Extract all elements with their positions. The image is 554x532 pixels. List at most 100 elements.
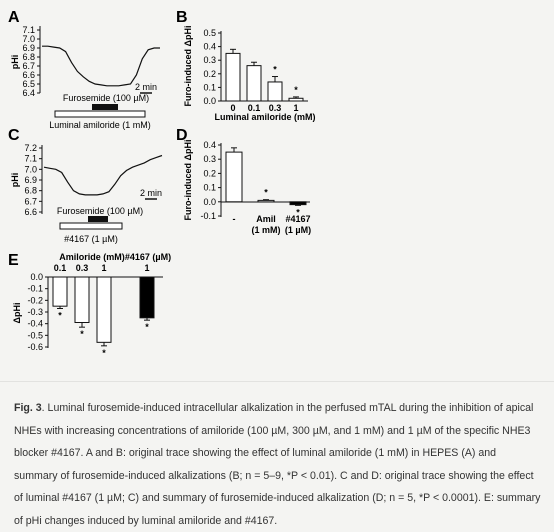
- panel-b-bar: [267, 81, 283, 102]
- panel-e-y-tick-label: -0.3: [27, 307, 43, 317]
- panel-b-ylabel: Furo-induced ΔpHi: [183, 26, 193, 107]
- panel-e-bar: [74, 276, 90, 323]
- panel-e-bar: [96, 276, 112, 343]
- panel-e-category-label: 0.3: [76, 263, 89, 273]
- panel-letter-c: C: [8, 127, 20, 144]
- panel-b-bar: [288, 97, 304, 102]
- panel-e-significance-mark: *: [102, 348, 106, 358]
- panel-d-bar: [257, 199, 275, 203]
- panel-c-lumen-label: #4167 (1 µM): [64, 234, 118, 244]
- panel-e-bar: [139, 276, 155, 319]
- panel-e-category-label: 1: [101, 263, 106, 273]
- panel-d-category-label: #4167: [285, 214, 310, 224]
- panel-d-y-tick-label: -0.1: [200, 211, 216, 221]
- panel-e-category-label: 1: [144, 263, 149, 273]
- panel-e-significance-mark: *: [145, 322, 149, 332]
- panel-c-y-tick-label: 7.0: [24, 164, 37, 174]
- panel-c-y-tick-label: 6.7: [24, 196, 37, 206]
- panel-a-y-tick-label: 7.1: [22, 25, 35, 35]
- panel-a-y-tick-label: 6.6: [22, 70, 35, 80]
- panel-e-y-tick-label: 0.0: [30, 272, 43, 282]
- panel-d-bar-chart: Furo-induced ΔpHi 0.4 0.3 0.2 0.1 0.0 -0.1 - *…: [183, 140, 311, 235]
- panel-a-y-tick-label: 7.0: [22, 34, 35, 44]
- panel-e-ylabel: ΔpHi: [12, 303, 22, 324]
- panel-b-category-label: 1: [293, 103, 298, 113]
- panel-c-y-tick-label: 6.6: [24, 207, 37, 217]
- panel-c-4167-bar: [59, 222, 123, 230]
- panel-d-y-tick-label: 0.3: [203, 154, 216, 164]
- panel-e-y-tick-label: -0.2: [27, 295, 43, 305]
- panel-d-category-label: Amil: [256, 214, 276, 224]
- panel-b-y-tick-label: 0.4: [203, 42, 216, 52]
- panel-b-category-label: 0: [230, 103, 235, 113]
- figure-caption: Fig. 3. Luminal furosemide-induced intra…: [14, 397, 542, 532]
- panel-a-drug-label: Furosemide (100 µM): [63, 93, 149, 103]
- panel-e-amiloride-header: Amiloride (mM): [59, 252, 125, 262]
- panel-a-scale-label: 2 min: [135, 82, 157, 92]
- panel-e-significance-mark: *: [58, 311, 62, 321]
- panel-letter-d: D: [176, 127, 188, 144]
- panel-c-y-tick-label: 6.8: [24, 186, 37, 196]
- panel-e-significance-mark: *: [80, 329, 84, 339]
- panel-a-y-tick-label: 6.5: [22, 79, 35, 89]
- panel-b-y-tick-label: 0.2: [203, 69, 216, 79]
- panel-d-y-tick-label: 0.4: [203, 140, 216, 150]
- panel-e-y-tick-label: -0.1: [27, 284, 43, 294]
- panel-e-category-label: 0.1: [54, 263, 67, 273]
- panel-a-y-tick-label: 6.8: [22, 52, 35, 62]
- panel-d-y-tick-label: 0.0: [203, 197, 216, 207]
- panel-b-significance-mark: *: [294, 85, 298, 95]
- panel-e-y-tick-label: -0.4: [27, 319, 43, 329]
- figure-3: A B C D E pHi 7.17.06.96.86.76.66.56.4 2…: [8, 9, 316, 358]
- panel-c-y-tick-label: 7.2: [24, 143, 37, 153]
- panel-a-furosemide-bar: [92, 104, 118, 110]
- panel-c-furosemide-bar: [88, 216, 108, 222]
- panel-d-category-label: -: [233, 214, 236, 224]
- panel-b-bar: [225, 52, 241, 102]
- panel-c-ylabel: pHi: [10, 173, 20, 188]
- panel-d-category-label: (1 mM): [252, 225, 281, 235]
- panel-d-y-tick-label: 0.2: [203, 168, 216, 178]
- panel-a-amiloride-bar: [54, 110, 146, 118]
- panel-a-y-tick-label: 6.7: [22, 61, 35, 71]
- panel-c-y-tick-label: 7.1: [24, 154, 37, 164]
- panel-c-ph-trace: [43, 154, 163, 196]
- panel-d-bar: [289, 201, 307, 206]
- panel-c-y-tick-label: 6.9: [24, 175, 37, 185]
- panel-b-y-tick-label: 0.0: [203, 96, 216, 106]
- panel-d-significance-mark: *: [264, 188, 268, 198]
- panel-a-lumen-label: Luminal amiloride (1 mM): [49, 120, 151, 130]
- panel-c-drug-label: Furosemide (100 µM): [57, 206, 143, 216]
- panel-letter-a: A: [8, 9, 20, 26]
- panel-d-significance-mark: *: [296, 207, 300, 217]
- caption-text: . Luminal furosemide-induced intracellul…: [14, 402, 541, 527]
- panel-b-bar: [246, 65, 262, 102]
- caption-figure-label: Fig. 3: [14, 402, 42, 414]
- panel-b-significance-mark: *: [273, 65, 277, 75]
- panel-e-y-tick-label: -0.6: [27, 342, 43, 352]
- panel-c-trace: pHi 7.27.17.06.96.86.76.6 2 min Furosemi…: [10, 143, 163, 244]
- panel-a-ylabel: pHi: [10, 55, 20, 70]
- panel-e-y-tick-label: -0.5: [27, 330, 43, 340]
- panel-c-scale-label: 2 min: [140, 188, 162, 198]
- panel-b-y-tick-label: 0.1: [203, 82, 216, 92]
- panel-d-category-label: (1 µM): [285, 225, 311, 235]
- panel-b-category-label: 0.1: [248, 103, 261, 113]
- caption-divider: [0, 381, 554, 382]
- panel-b-y-tick-label: 0.3: [203, 55, 216, 65]
- panel-b-y-tick-label: 0.5: [203, 28, 216, 38]
- panel-d-bar: [225, 151, 243, 203]
- panel-b-category-label: 0.3: [269, 103, 282, 113]
- panel-a-ph-trace: [42, 45, 160, 87]
- panel-e-4167-header: #4167 (µM): [125, 252, 171, 262]
- panel-b-bar-chart: Furo-induced ΔpHi 0.5 0.4 0.3 0.2 0.1 0.0 0 0.…: [183, 26, 316, 122]
- panel-b-xlabel: Luminal amiloride (mM): [214, 112, 315, 122]
- panel-d-y-tick-label: 0.1: [203, 183, 216, 193]
- panel-d-ylabel: Furo-induced ΔpHi: [183, 140, 193, 221]
- panel-a-y-tick-label: 6.9: [22, 43, 35, 53]
- panel-e-bar: [52, 276, 68, 307]
- panel-a-y-tick-label: 6.4: [22, 88, 35, 98]
- panel-a-trace: pHi 7.17.06.96.86.76.66.56.4 2 min Furos…: [10, 25, 160, 130]
- panel-letter-b: B: [176, 9, 188, 26]
- panel-e-bar-chart: ΔpHi Amiloride (mM) #4167 (µM) 0.0-0.1-0…: [12, 252, 171, 358]
